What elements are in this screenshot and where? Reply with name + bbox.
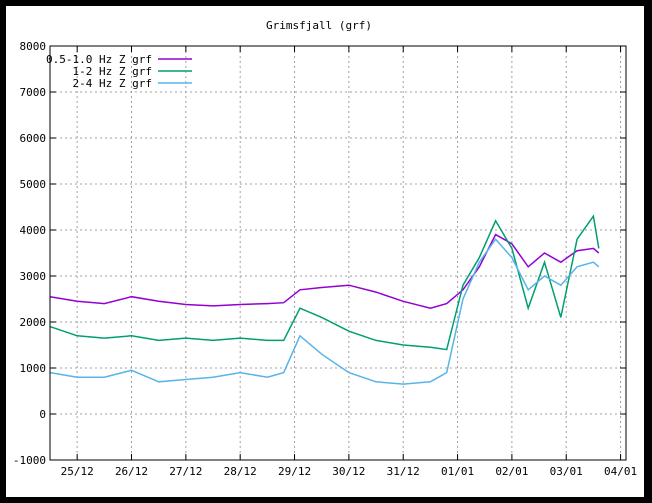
y-axis-ticks: -1000 0 1000 2000 3000 4000 5000 6000 7000 8000 xyxy=(13,40,626,467)
legend-label: 2-4 Hz Z grf xyxy=(73,77,152,90)
x-tick-label: 28/12 xyxy=(224,465,257,478)
y-tick-label: 2000 xyxy=(20,316,47,329)
plot-border xyxy=(49,45,627,461)
y-tick-label: 6000 xyxy=(20,132,47,145)
series-line-1 xyxy=(49,233,600,309)
chart-title: Grimsfjall (grf) xyxy=(266,19,372,32)
chart: -1000 0 1000 2000 3000 4000 5000 6000 7000 8000 2… xyxy=(13,19,637,478)
y-tick-label: 3000 xyxy=(20,270,47,283)
x-tick-label: 04/01 xyxy=(604,465,637,478)
y-tick-label: 1000 xyxy=(20,362,47,375)
x-tick-label: 25/12 xyxy=(61,465,94,478)
y-tick-label: 4000 xyxy=(20,224,47,237)
chart-frame: -1000 0 1000 2000 3000 4000 5000 6000 7000 8000 2… xyxy=(6,6,644,497)
y-tick-label: 0 xyxy=(39,408,46,421)
x-tick-label: 02/01 xyxy=(495,465,528,478)
x-tick-label: 01/01 xyxy=(441,465,474,478)
legend-label: 0.5-1.0 Hz Z grf xyxy=(46,53,152,66)
x-tick-label: 30/12 xyxy=(332,465,365,478)
series-lines xyxy=(49,214,600,385)
x-tick-label: 31/12 xyxy=(387,465,420,478)
y-tick-label: 8000 xyxy=(20,40,47,53)
y-tick-label: -1000 xyxy=(13,454,46,467)
series-line-3 xyxy=(49,237,600,385)
x-tick-label: 26/12 xyxy=(115,465,148,478)
y-tick-label: 5000 xyxy=(20,178,47,191)
x-tick-label: 03/01 xyxy=(550,465,583,478)
grid-lines xyxy=(50,46,626,460)
series-line-2 xyxy=(49,214,600,351)
y-tick-label: 7000 xyxy=(20,86,47,99)
x-axis-ticks: 25/12 26/12 27/12 28/12 29/12 30/12 31/12 01/01… xyxy=(61,46,637,478)
x-tick-label: 29/12 xyxy=(278,465,311,478)
legend-label: 1-2 Hz Z grf xyxy=(73,65,152,78)
x-tick-label: 27/12 xyxy=(169,465,202,478)
